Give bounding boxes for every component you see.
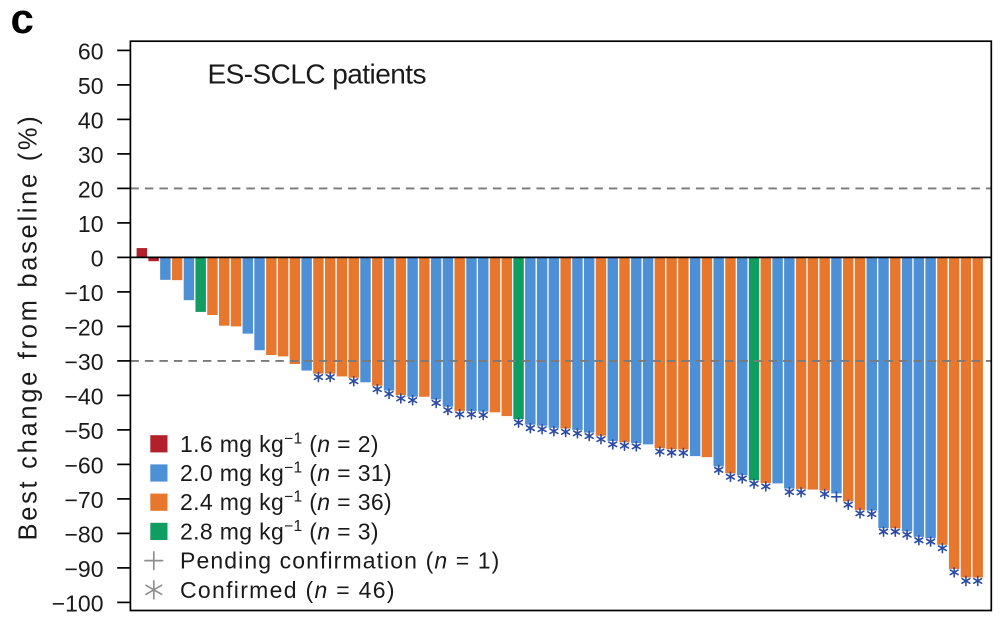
svg-text:0: 0 <box>91 245 104 271</box>
svg-text:40: 40 <box>78 107 104 133</box>
svg-text:2.8 mg kg−1 (n = 3): 2.8 mg kg−1 (n = 3) <box>180 518 379 545</box>
svg-text:−100: −100 <box>52 590 104 616</box>
svg-text:c: c <box>11 0 34 42</box>
svg-text:−20: −20 <box>64 314 103 340</box>
svg-text:Confirmed (n = 46): Confirmed (n = 46) <box>180 577 396 603</box>
svg-text:10: 10 <box>78 211 104 237</box>
svg-text:−90: −90 <box>64 556 103 582</box>
svg-text:−70: −70 <box>64 487 103 513</box>
svg-text:−40: −40 <box>64 383 103 409</box>
svg-text:50: 50 <box>78 73 104 99</box>
svg-text:−50: −50 <box>64 418 103 444</box>
svg-text:30: 30 <box>78 142 104 168</box>
svg-text:−80: −80 <box>64 521 103 547</box>
svg-text:−30: −30 <box>64 349 103 375</box>
svg-text:−60: −60 <box>64 452 103 478</box>
svg-text:20: 20 <box>78 176 104 202</box>
svg-text:Pending confirmation (n = 1): Pending confirmation (n = 1) <box>180 548 500 574</box>
svg-text:−10: −10 <box>64 280 103 306</box>
svg-text:1.6 mg kg−1 (n = 2): 1.6 mg kg−1 (n = 2) <box>180 430 379 457</box>
svg-text:60: 60 <box>78 38 104 64</box>
svg-text:ES-SCLC patients: ES-SCLC patients <box>208 58 426 89</box>
svg-text:Best change from baseline (%): Best change from baseline (%) <box>15 114 43 541</box>
